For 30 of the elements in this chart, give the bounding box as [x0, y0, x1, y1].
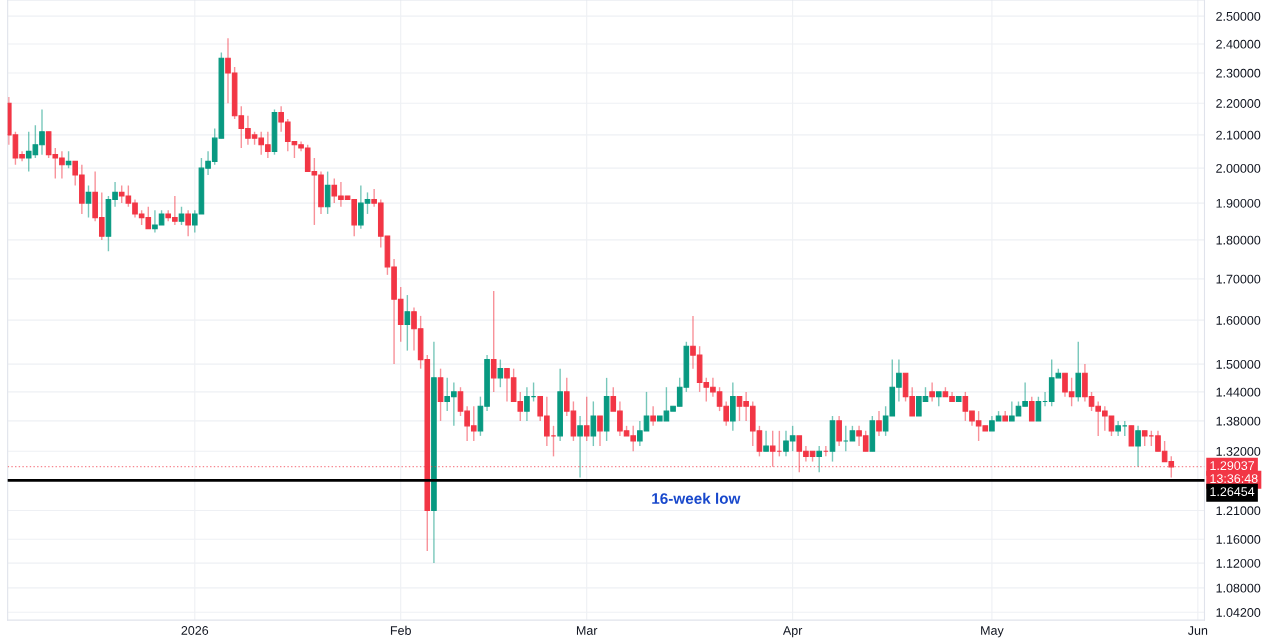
x-tick-label: Feb [390, 625, 411, 635]
y-tick-label: 1.12000 [1216, 558, 1261, 568]
y-tick-label: 1.21000 [1216, 506, 1261, 516]
annotation: 16-week low [652, 492, 741, 504]
x-tick-label: Mar [576, 626, 598, 635]
y-tick-label: 1.50000 [1216, 359, 1261, 369]
y-tick-label: 2.10000 [1216, 130, 1261, 140]
text: 13:36:48 [1210, 474, 1258, 483]
y-tick-label: 1.08000 [1216, 583, 1261, 593]
y-tick-label: 1.44000 [1216, 387, 1261, 397]
ref-line-label: 1.29037 [1210, 461, 1255, 470]
x-tick-label: 2026 [181, 626, 209, 635]
y-tick-label: 2.20000 [1216, 99, 1261, 108]
x-tick-label: May [981, 626, 1004, 638]
y-tick-label: 2.00000 [1216, 163, 1261, 173]
x-tick-label: Apr [782, 626, 803, 638]
ref-line-label: 1.26454 [1210, 487, 1255, 496]
y-tick-label: 2.50000 [1216, 11, 1261, 21]
y-tick-label: 1.80000 [1216, 235, 1261, 245]
y-tick-label: 1.04200 [1216, 608, 1261, 617]
y-tick-label: 1.38000 [1216, 416, 1261, 426]
y-tick-label: 2.40000 [1216, 39, 1261, 49]
y-tick-label: 1.60000 [1216, 315, 1261, 325]
y-tick-label: 1.32000 [1216, 446, 1261, 456]
y-tick-label: 1.70000 [1216, 274, 1261, 284]
y-tick-label: 1.90000 [1216, 198, 1261, 208]
candlestick [1128, 425, 1135, 447]
x-tick-label: Jun [1187, 626, 1208, 635]
y-tick-label: 1.16000 [1216, 535, 1261, 544]
y-tick-label: 2.30000 [1216, 68, 1261, 78]
